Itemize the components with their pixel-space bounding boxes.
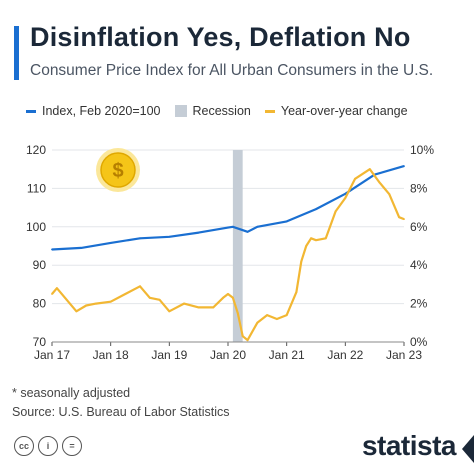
data-point-yoy — [109, 300, 112, 303]
legend-item-yoy: Year-over-year change — [264, 104, 408, 118]
y-left-tick-label: 80 — [33, 297, 47, 311]
x-tick-label: Jan 21 — [269, 348, 305, 362]
data-point-yoy — [300, 260, 303, 263]
y-left-tick-label: 70 — [33, 335, 47, 349]
data-point-yoy — [55, 287, 58, 290]
y-right-tick-label: 10% — [410, 143, 434, 157]
data-point-index — [256, 225, 259, 228]
info-icon[interactable]: i — [38, 436, 58, 456]
data-point-yoy — [403, 218, 405, 221]
data-point-index — [227, 226, 229, 229]
data-point-index — [139, 237, 141, 240]
creative-commons-icon[interactable]: cc — [14, 436, 34, 456]
title-accent-bar — [14, 26, 19, 80]
legend-swatch-recession — [174, 105, 187, 117]
data-point-yoy — [158, 298, 161, 301]
y-right-tick-label: 8% — [410, 181, 428, 195]
data-point-yoy — [354, 177, 357, 180]
x-tick-label: Jan 22 — [327, 348, 363, 362]
data-point-index — [51, 248, 53, 251]
no-derivatives-icon[interactable]: = — [62, 436, 82, 456]
data-point-yoy — [222, 296, 225, 299]
data-point-index — [109, 242, 112, 244]
chart-subtitle: Consumer Price Index for All Urban Consu… — [30, 62, 434, 79]
x-tick-label: Jan 19 — [151, 348, 187, 362]
chart-title: Disinflation Yes, Deflation No — [30, 22, 411, 52]
data-point-yoy — [236, 312, 239, 315]
legend-item-index: Index, Feb 2020=100 — [26, 104, 161, 118]
data-point-index — [168, 235, 171, 238]
x-tick-label: Jan 23 — [386, 348, 422, 362]
data-point-yoy — [148, 296, 151, 299]
data-point-yoy — [212, 306, 215, 309]
data-point-yoy — [124, 293, 127, 295]
data-point-yoy — [398, 216, 401, 219]
data-point-index — [285, 220, 288, 223]
footnote-seasonal: * seasonally adjusted — [12, 386, 131, 400]
legend-swatch-yoy — [264, 109, 275, 113]
data-point-yoy — [344, 197, 347, 199]
data-point-yoy — [388, 193, 391, 196]
data-point-index — [197, 231, 200, 234]
source-note: Source: U.S. Bureau of Labor Statistics — [12, 405, 230, 419]
data-point-yoy — [75, 310, 78, 313]
data-point-yoy — [231, 296, 234, 299]
y-right-tick-label: 4% — [410, 258, 428, 272]
statista-logo-mark — [462, 435, 474, 463]
data-point-yoy — [310, 237, 313, 240]
legend-label-recession: Recession — [192, 104, 251, 118]
data-point-yoy — [246, 339, 249, 341]
y-right-tick-label: 0% — [410, 335, 428, 349]
y-left-tick-label: 110 — [27, 181, 46, 195]
data-point-yoy — [139, 285, 141, 288]
data-point-yoy — [183, 302, 185, 305]
x-tick-label: Jan 18 — [93, 348, 129, 362]
data-point-yoy — [85, 304, 88, 307]
data-point-yoy — [266, 314, 269, 317]
data-point-yoy — [168, 310, 171, 313]
data-point-index — [80, 247, 83, 249]
recession-band — [232, 150, 243, 342]
data-point-yoy — [324, 237, 327, 240]
y-right-tick-label: 6% — [410, 220, 428, 234]
y-left-tick-label: 100 — [26, 220, 46, 234]
data-point-yoy — [275, 318, 278, 320]
data-point-yoy — [368, 168, 371, 171]
data-point-index — [246, 230, 249, 233]
series-line-yoy — [51, 168, 405, 342]
y-left-tick-label: 120 — [26, 143, 46, 157]
data-point-yoy — [378, 181, 381, 184]
dollar-sign-icon: $ — [112, 160, 123, 182]
legend-label-index: Index, Feb 2020=100 — [42, 104, 161, 118]
statista-logo[interactable]: statista — [361, 430, 457, 461]
data-point-yoy — [305, 245, 308, 247]
cpi-chart: 70 0% 80 2% 90 4% 100 6% 110 8% 120 10% Jan 17 Jan 18… — [26, 143, 434, 362]
data-point-index — [403, 165, 405, 168]
data-point-yoy — [197, 306, 200, 309]
data-point-index — [231, 225, 234, 228]
dollar-coin-icon — [100, 152, 136, 188]
y-left-tick-label: 90 — [33, 258, 47, 272]
x-tick-label: Jan 17 — [34, 348, 70, 362]
data-point-yoy — [334, 210, 337, 213]
data-point-yoy — [256, 321, 259, 324]
y-right-tick-label: 2% — [410, 297, 428, 311]
legend-swatch-index — [26, 109, 36, 113]
data-point-yoy — [65, 298, 68, 301]
legend-label-yoy: Year-over-year change — [280, 104, 408, 118]
legend-item-recession: Recession — [174, 104, 251, 118]
data-point-yoy — [285, 314, 288, 317]
chart-legend: Index, Feb 2020=100 Recession Year-over-… — [26, 104, 422, 118]
data-point-index — [315, 208, 317, 211]
license-icons: cc i = — [14, 436, 86, 456]
data-point-yoy — [95, 302, 97, 305]
data-point-yoy — [315, 239, 317, 242]
x-tick-label: Jan 20 — [210, 348, 246, 362]
data-point-index — [344, 192, 347, 195]
data-point-yoy — [227, 293, 229, 295]
data-point-yoy — [241, 335, 244, 338]
data-point-yoy — [51, 293, 53, 295]
data-point-yoy — [295, 291, 298, 293]
